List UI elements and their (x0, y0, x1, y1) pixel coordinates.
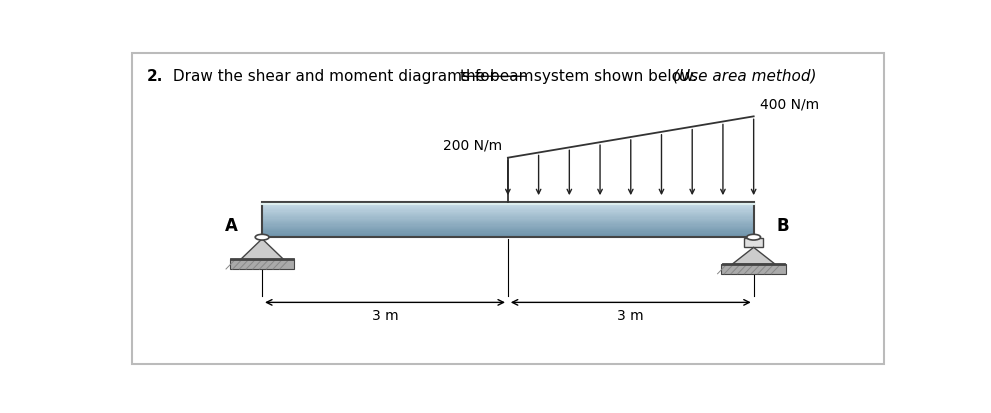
Bar (262, 209, 753, 210)
Bar (262, 225, 753, 227)
Bar (721, 264, 786, 274)
Bar (262, 217, 753, 218)
Bar (262, 204, 753, 206)
Bar (230, 259, 294, 269)
Text: 3 m: 3 m (617, 309, 644, 323)
Bar (262, 213, 753, 214)
Bar (262, 227, 753, 228)
Bar (744, 238, 763, 247)
Text: the beam: the beam (460, 69, 533, 84)
Bar (262, 202, 753, 203)
Text: A: A (225, 217, 238, 235)
Text: system shown below.: system shown below. (528, 69, 702, 84)
Bar (262, 222, 753, 223)
Bar (262, 228, 753, 229)
Text: 200 N/m: 200 N/m (443, 139, 501, 153)
Bar (262, 211, 753, 213)
Bar (262, 231, 753, 233)
Bar (262, 224, 753, 225)
Bar (262, 203, 753, 204)
Bar (262, 229, 753, 230)
Text: 400 N/m: 400 N/m (760, 97, 819, 112)
Bar (262, 207, 753, 208)
Bar (262, 230, 753, 231)
Text: 2.: 2. (147, 69, 164, 84)
Circle shape (256, 234, 269, 240)
Bar (262, 216, 753, 217)
Bar (262, 221, 753, 222)
Bar (262, 233, 753, 234)
Polygon shape (732, 247, 775, 264)
Bar (262, 206, 753, 207)
Bar (262, 223, 753, 224)
Bar (262, 208, 753, 209)
Bar (262, 202, 753, 237)
Circle shape (747, 234, 760, 240)
Bar (262, 214, 753, 215)
Bar (262, 236, 753, 237)
Text: B: B (777, 217, 789, 235)
Polygon shape (241, 239, 283, 259)
Bar (262, 220, 753, 221)
Text: 3 m: 3 m (372, 309, 398, 323)
Text: Draw the shear and moment diagrams for: Draw the shear and moment diagrams for (168, 69, 501, 84)
Bar (262, 218, 753, 220)
Bar (262, 215, 753, 216)
Text: (Use area method): (Use area method) (673, 69, 817, 84)
Bar (262, 210, 753, 211)
Bar (262, 234, 753, 235)
Bar (262, 235, 753, 236)
